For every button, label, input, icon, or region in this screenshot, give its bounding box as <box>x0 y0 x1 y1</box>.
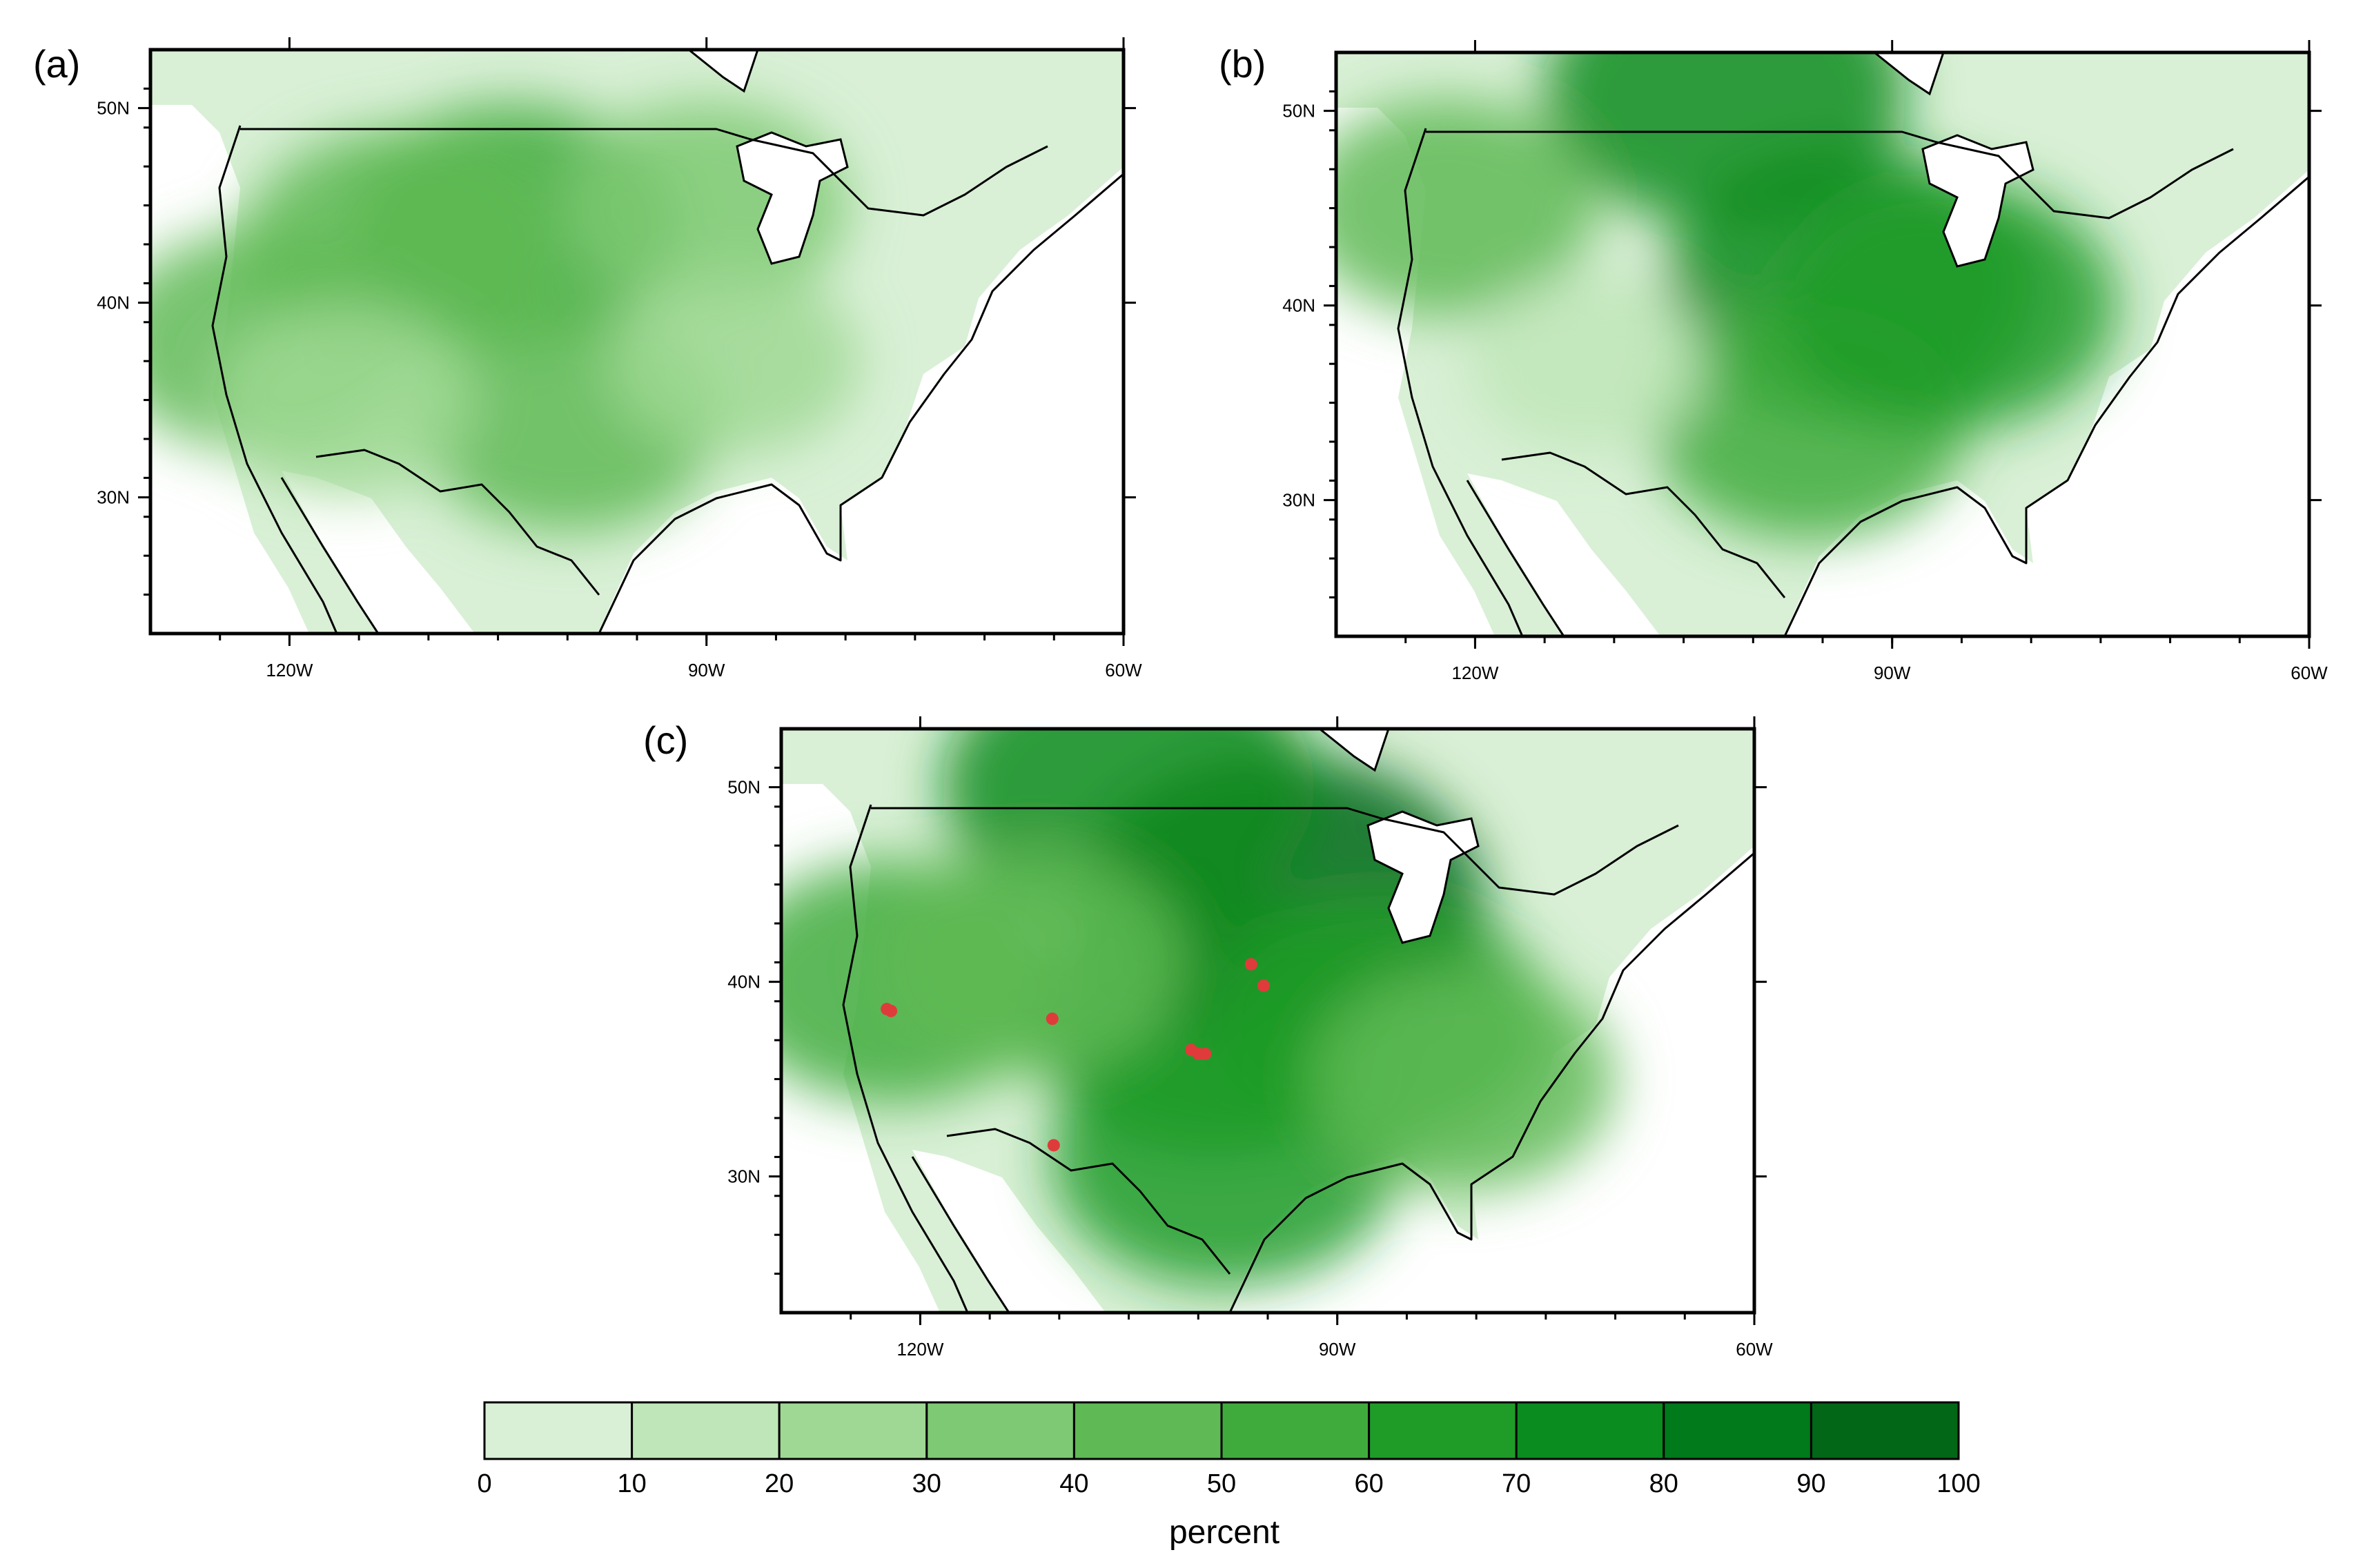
lon-label: 90W <box>1319 1339 1356 1360</box>
colorbar-tick-label: 50 <box>1207 1469 1236 1498</box>
colorbar-tick-label: 60 <box>1354 1469 1383 1498</box>
border-line <box>240 128 1048 217</box>
great-lakes <box>1366 810 1480 944</box>
lat-label: 30N <box>97 487 130 508</box>
colorbar-swatch <box>1515 1401 1665 1460</box>
map-panel-a: 50N 40N 30N 120W 90W 60W (a) <box>33 37 1142 680</box>
lat-label: 40N <box>727 972 761 992</box>
colorbar-swatch <box>1368 1401 1518 1460</box>
site-marker <box>885 1004 898 1017</box>
colorbar-swatch <box>631 1401 781 1460</box>
panel-label: (a) <box>33 42 80 86</box>
lat-label: 50N <box>97 98 130 119</box>
colorbar-swatch <box>1072 1401 1223 1460</box>
colorbar-swatch <box>1663 1401 1812 1460</box>
colorbar-tick-label: 80 <box>1649 1469 1678 1498</box>
field-blob <box>1309 966 1616 1193</box>
colorbar-tick-label: 0 <box>477 1469 491 1498</box>
lon-label: 60W <box>2291 663 2328 683</box>
coastline-gulf <box>1228 852 1754 1313</box>
great-lakes <box>1921 134 2034 268</box>
colorbar-swatch <box>925 1401 1075 1460</box>
field-blob <box>878 849 1185 1076</box>
lon-label: 60W <box>1105 660 1142 680</box>
site-marker <box>1244 958 1257 971</box>
coastline-west <box>1397 128 1524 636</box>
mexico-border <box>946 1128 1231 1275</box>
site-marker <box>1257 979 1270 992</box>
lat-label: 30N <box>727 1166 761 1187</box>
coastline-gulf <box>1783 175 2309 636</box>
site-marker <box>1046 1012 1059 1026</box>
hudson-bay-edge <box>1317 729 1390 772</box>
colorbar-tick-label: 20 <box>765 1469 794 1498</box>
panel-label: (c) <box>643 718 688 762</box>
colorbar-tick-label: 100 <box>1937 1469 1980 1498</box>
colorbar-title: percent <box>1169 1514 1279 1551</box>
colorbar-tick-label: 10 <box>617 1469 646 1498</box>
lon-label: 120W <box>896 1339 943 1360</box>
colorbar: 0 10 20 30 40 50 60 70 80 90 100 percent <box>477 1401 1981 1551</box>
field-blob <box>1336 99 1596 317</box>
lat-label: 50N <box>1282 101 1315 121</box>
colorbar-swatch <box>1220 1401 1371 1460</box>
baja-coast <box>911 1156 1010 1313</box>
field-blob <box>1466 275 1707 453</box>
lon-label: 120W <box>1451 663 1498 683</box>
field-blob <box>609 268 860 454</box>
border-line <box>871 807 1679 896</box>
colorbar-swatch <box>778 1401 928 1460</box>
field-blob <box>1778 179 2118 431</box>
coastline-west <box>211 125 338 634</box>
colorbar-tick-label: 90 <box>1796 1469 1825 1498</box>
map-panel-b: 50N 40N 30N 120W 90W 60W (b) <box>1219 40 2328 683</box>
mexico-border <box>1501 451 1786 598</box>
lon-label: 90W <box>1874 663 1911 683</box>
baja-coast <box>280 477 380 634</box>
colorbar-swatch <box>483 1401 634 1460</box>
lat-label: 30N <box>1282 490 1315 511</box>
mexico-border <box>315 449 600 596</box>
lon-label: 60W <box>1736 1339 1773 1360</box>
map-panel-c: 50N 40N 30N 120W 90W 60W (c) <box>643 716 1773 1360</box>
lon-label: 120W <box>266 660 313 680</box>
lat-label: 40N <box>1282 295 1315 316</box>
site-marker <box>1199 1047 1212 1060</box>
great-lakes <box>736 131 849 265</box>
hudson-bay-edge <box>1872 52 1945 96</box>
border-line <box>1426 130 2234 219</box>
colorbar-tick-label: 40 <box>1059 1469 1088 1498</box>
colorbar-tick-label: 70 <box>1502 1469 1531 1498</box>
coastline-west <box>842 804 969 1313</box>
lat-label: 50N <box>727 777 761 798</box>
colorbar-swatch <box>1810 1401 1960 1460</box>
colorbar-tick-label: 30 <box>912 1469 941 1498</box>
lon-label: 90W <box>688 660 725 680</box>
baja-coast <box>1466 480 1565 636</box>
site-marker <box>1047 1139 1060 1152</box>
hudson-bay-edge <box>687 50 759 93</box>
panel-label: (b) <box>1219 42 1266 86</box>
coastline-gulf <box>598 173 1124 634</box>
lat-label: 40N <box>97 293 130 313</box>
field-blob <box>214 303 476 497</box>
